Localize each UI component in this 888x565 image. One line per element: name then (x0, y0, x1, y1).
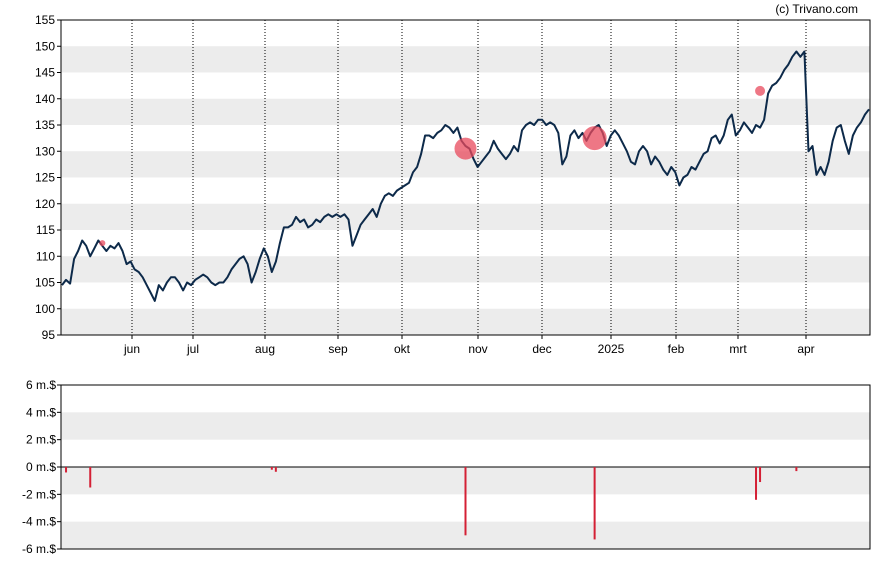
volume-bar (270, 467, 273, 470)
volume-bar (464, 467, 467, 536)
price-y-tick-label: 125 (35, 171, 55, 185)
x-tick-label: feb (668, 342, 685, 356)
price-grid-band (61, 46, 870, 73)
insider-trade-marker (755, 85, 766, 96)
price-y-tick-label: 135 (35, 118, 55, 132)
price-y-tick-label: 100 (35, 302, 55, 316)
volume-bar (274, 467, 277, 472)
price-grid-band (61, 256, 870, 283)
insider-trade-marker (454, 137, 477, 160)
volume-y-tick-label: 6 m.$ (26, 378, 56, 392)
volume-y-tick-label: 2 m.$ (26, 433, 56, 447)
price-y-tick-label: 95 (42, 328, 56, 342)
x-tick-label: sep (328, 342, 348, 356)
copyright-label: (c) Trivano.com (775, 2, 858, 16)
price-y-tick-label: 140 (35, 92, 55, 106)
x-tick-label: dec (532, 342, 551, 356)
volume-bar (89, 467, 92, 488)
volume-panel: 6 m.$ 4 m.$ 2 m.$ 0 m.$ -2 m.$ -4 m.$ -6 m.$ (22, 378, 871, 556)
volume-y-tick-label: -4 m.$ (22, 515, 56, 529)
volume-bar (795, 467, 798, 472)
x-tick-label: apr (797, 342, 814, 356)
insider-trade-marker (99, 240, 106, 247)
x-tick-label: jun (123, 342, 140, 356)
price-panel: 95 100 105 110 115 120 125 130 135 140 145 150 155 j… (35, 13, 871, 356)
x-tick-label: 2025 (598, 342, 625, 356)
price-y-tick-label: 130 (35, 144, 55, 158)
volume-bar (65, 467, 68, 473)
price-y-tick-label: 150 (35, 39, 55, 53)
x-tick-label: jul (186, 342, 199, 356)
x-tick-label: aug (255, 342, 275, 356)
price-y-tick-label: 155 (35, 13, 55, 27)
price-y-tick-label: 110 (36, 249, 55, 263)
price-y-tick-label: 115 (36, 223, 55, 237)
price-y-tick-label: 145 (35, 66, 55, 80)
price-panel-frame (60, 19, 871, 336)
volume-y-tick-label: 4 m.$ (26, 405, 56, 419)
price-grid-band (61, 98, 870, 125)
volume-bar (593, 467, 596, 540)
insider-trade-marker (582, 126, 607, 151)
volume-bar (755, 467, 758, 500)
volume-y-tick-label: -6 m.$ (22, 542, 56, 556)
volume-y-tick-label: -2 m.$ (22, 487, 56, 501)
volume-panel-frame (60, 384, 871, 550)
price-grid-band (61, 203, 870, 230)
x-tick-label: mrt (729, 342, 747, 356)
volume-grid-band (61, 412, 870, 440)
price-y-tick-label: 120 (35, 197, 55, 211)
x-tick-label: nov (468, 342, 487, 356)
x-tick-label: okt (394, 342, 411, 356)
volume-bar (759, 467, 762, 483)
price-y-tick-label: 105 (35, 276, 55, 290)
volume-y-tick-label: 0 m.$ (26, 460, 56, 474)
price-grid-band (61, 308, 870, 335)
